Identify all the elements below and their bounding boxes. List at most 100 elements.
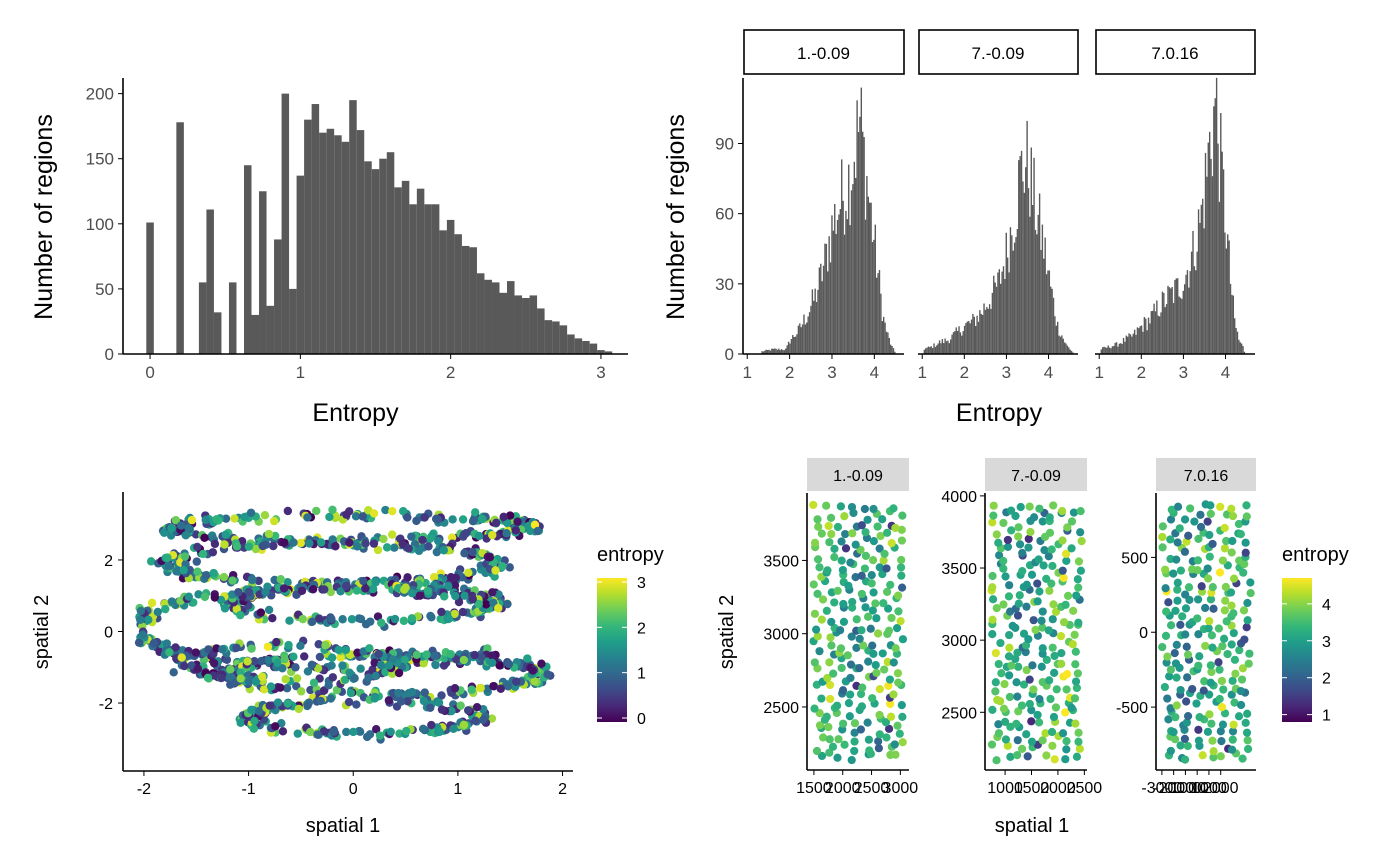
histogram-bar [1196,251,1198,354]
scatter-point [451,591,460,601]
histogram-bar [198,282,207,354]
legend-tick-label: 2 [637,620,646,637]
scatter-point [813,589,822,598]
scatter-point [1176,620,1185,629]
scatter-point [328,505,337,515]
histogram-bar [1023,192,1026,354]
scatter-point [415,591,425,600]
scatter-point [1014,662,1023,671]
scatter-point [1024,635,1033,644]
scatter-point [1011,654,1020,664]
scatter-point [1207,631,1216,640]
histogram-bar [469,247,477,354]
scatter-point [268,613,277,623]
scatter-point [1227,504,1236,513]
scatter-point [458,607,468,617]
scatter-point [1058,536,1067,545]
scatter-point [400,585,409,594]
scatter-point [172,567,181,576]
scatter-point [850,728,859,737]
histogram-bar [1055,325,1057,354]
scatter-point [1025,502,1034,511]
scatter-point [292,674,302,683]
scatter-point [291,663,300,672]
histogram-bar [507,281,515,354]
scatter-point [866,624,875,633]
histogram-bar [1036,234,1038,354]
scatter-point [419,659,428,668]
scatter-point [478,514,487,524]
scatter-point [1058,729,1068,738]
scatter-point [247,705,256,714]
scatter-point [1076,566,1086,575]
x-tick-label: -2000 [1153,780,1194,797]
histogram-bar [319,132,327,354]
scatter-point [474,531,484,541]
scatter-point [1003,535,1012,545]
histogram-bar [800,327,802,354]
scatter-point [341,581,351,591]
histogram-bar [772,348,774,354]
scatter-point [1074,737,1083,746]
scatter-point [285,616,294,625]
scatter-point [855,634,864,643]
scatter-point [1226,588,1236,597]
legend-tick-label: 3 [637,575,646,592]
scatter-point [283,699,292,708]
scatter-point [1072,752,1082,761]
histogram-bar [1206,176,1208,354]
scatter-point [898,738,907,747]
scatter-point [305,539,314,548]
scatter-point [844,581,853,590]
scatter-point [873,522,882,531]
y-tick-label: 3500 [763,553,799,570]
scatter-point [1192,699,1201,708]
histogram-bar [484,279,492,354]
scatter-point [503,518,512,528]
scatter-point [898,635,908,644]
scatter-point [176,521,186,530]
scatter-point [460,549,469,558]
scatter-point [144,615,153,625]
histogram-bar [461,245,470,354]
histogram-bar [870,202,872,354]
histogram-bar [775,348,777,354]
scatter-point [1216,752,1225,761]
histogram-bar [251,314,260,354]
scatter-point [494,590,503,599]
scatter-point [875,544,884,553]
scatter-point [999,704,1009,713]
scatter-point [875,563,884,572]
scatter-point [258,672,267,681]
scatter-point [1221,582,1230,592]
scatter-point [1046,694,1055,704]
histogram-bar [1213,106,1215,355]
scatter-point [1221,596,1230,605]
scatter-point [138,630,147,639]
x-tick-label: 1 [743,363,752,382]
scatter-point [266,682,276,691]
histogram-bar [787,341,790,354]
scatter-point [232,643,241,652]
histogram-bar [786,345,788,354]
histogram-bar [970,319,973,354]
scatter-point [433,515,442,524]
scatter-point [280,654,289,664]
scatter-point [1069,606,1078,615]
histogram-bar [567,334,575,354]
scatter-point [1073,669,1082,678]
scatter-point [839,617,849,626]
histogram-bar [958,326,960,354]
scatter-point [1033,579,1042,588]
scatter-point [882,733,891,742]
scatter-point [297,687,306,696]
scatter-point [873,629,883,638]
scatter-point [1196,522,1206,532]
scatter-point [477,653,486,662]
scatter-point [1073,575,1082,584]
histogram-bar [776,349,779,354]
scatter-point [440,592,449,601]
x-tick-label: 2 [785,363,794,382]
scatter-point [263,655,273,665]
